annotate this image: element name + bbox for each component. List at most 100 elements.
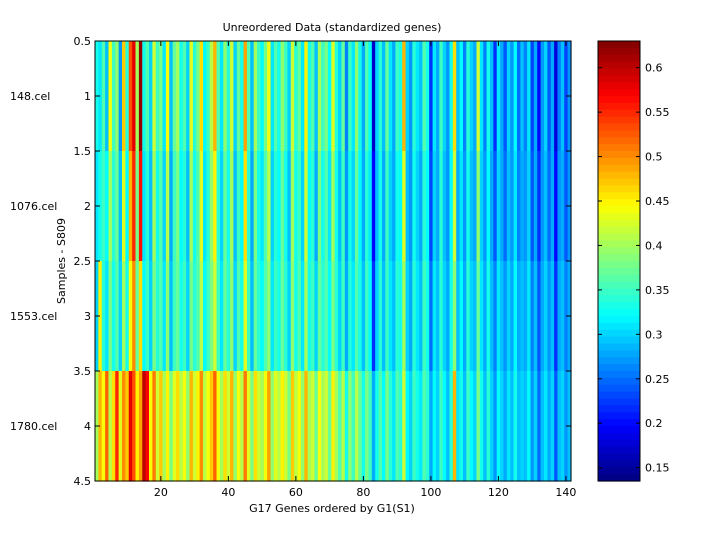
heatmap-cell [506, 371, 511, 482]
colorbar-segment [598, 474, 640, 482]
colorbar-segment [598, 350, 640, 358]
heatmap-cell [412, 261, 417, 372]
heatmap-cell [365, 41, 370, 152]
heatmap-cell [263, 41, 268, 152]
heatmap-cell [128, 261, 133, 372]
heatmap-cell [159, 371, 164, 482]
heatmap-cell [216, 41, 221, 152]
heatmap-cell [240, 151, 245, 262]
heatmap-cell [415, 371, 420, 482]
heatmap-cell [216, 261, 221, 372]
heatmap-cell [149, 371, 153, 482]
heatmap-cell [503, 41, 508, 152]
heatmap-cell [155, 371, 160, 482]
heatmap-cell [456, 371, 461, 482]
heatmap-cell [554, 371, 559, 482]
heatmap-cell [456, 151, 461, 262]
heatmap-cell [118, 151, 123, 262]
heatmap-cell [446, 261, 451, 372]
heatmap-cell [422, 151, 427, 262]
heatmap-cell [199, 261, 204, 372]
heatmap-cell [138, 371, 143, 482]
heatmap-cell [135, 261, 140, 372]
heatmap-cell [432, 41, 437, 152]
heatmap-cell [358, 41, 363, 152]
heatmap-cell [422, 41, 427, 152]
heatmap-cell [142, 261, 147, 372]
heatmap-cell [530, 261, 535, 372]
heatmap-cell [395, 261, 400, 372]
heatmap-cell [138, 41, 143, 152]
heatmap-cell [351, 261, 356, 372]
heatmap-cell [122, 261, 126, 372]
colorbar-segment [598, 267, 640, 276]
heatmap-cell [155, 151, 160, 262]
heatmap-cell [375, 41, 380, 152]
heatmap-cell [392, 151, 397, 262]
colorbar-tick-label: 0.45 [645, 195, 670, 208]
heatmap-cell [476, 41, 481, 152]
heatmap-cell [324, 151, 329, 262]
colorbar-segment [598, 316, 640, 324]
heatmap-cell [236, 261, 241, 372]
heatmap-cell [348, 151, 353, 262]
heatmap-cell [554, 261, 559, 372]
colorbar-segment [598, 467, 640, 475]
heatmap-cell [213, 41, 218, 152]
heatmap-cell [257, 371, 262, 482]
heatmap-cell [179, 261, 184, 372]
heatmap-cell [149, 41, 153, 152]
x-tick-label: 60 [289, 486, 303, 499]
heatmap-cell [513, 151, 518, 262]
heatmap-cell [432, 151, 437, 262]
heatmap-cell [246, 371, 251, 482]
heatmap-cell [243, 371, 248, 482]
heatmap-cell [429, 261, 434, 372]
colorbar-segment [598, 199, 640, 207]
heatmap-cell [550, 371, 555, 482]
heatmap-cell [273, 261, 278, 372]
colorbar-segment [598, 226, 640, 235]
heatmap-cell [284, 151, 289, 262]
chart-title: Unreordered Data (standardized genes) [223, 21, 442, 34]
heatmap-cell [473, 41, 478, 152]
heatmap-cell [287, 41, 292, 152]
heatmap-cell [429, 371, 434, 482]
y-tick-label: 1.5 [74, 145, 92, 158]
heatmap-cell [402, 261, 407, 372]
heatmap-cell [169, 151, 174, 262]
colorbar-segment [598, 240, 640, 248]
heatmap-cell [456, 261, 461, 372]
heatmap-cell [213, 371, 218, 482]
heatmap-cell [425, 261, 430, 372]
heatmap-cell [493, 261, 498, 372]
colorbar-segment [598, 426, 640, 434]
heatmap-cell [452, 371, 457, 482]
heatmap-cell [203, 371, 208, 482]
heatmap-cell [280, 371, 285, 482]
heatmap-cell [132, 371, 137, 482]
heatmap-cell [236, 41, 241, 152]
heatmap-cell [105, 151, 110, 262]
heatmap-cell [122, 41, 126, 152]
heatmap-cell [311, 41, 316, 152]
heatmap-cell [439, 371, 444, 482]
y-tick-label: 4 [84, 420, 91, 433]
heatmap-cell [435, 371, 440, 482]
heatmap-cell [149, 151, 153, 262]
heatmap-cell [405, 41, 410, 152]
heatmap-cell [243, 261, 248, 372]
heatmap-cell [402, 151, 407, 262]
heatmap-cell [392, 261, 397, 372]
colorbar-segment [598, 357, 640, 365]
heatmap-cell [442, 371, 447, 482]
heatmap-cell [371, 261, 376, 372]
heatmap-cell [209, 261, 214, 372]
colorbar-segment [598, 412, 640, 420]
heatmap-cell [209, 41, 214, 152]
heatmap-cell [557, 41, 562, 152]
colorbar-segment [598, 47, 640, 56]
heatmap-cell [385, 151, 390, 262]
y-tick-label: 3 [84, 310, 91, 323]
heatmap-cell [263, 371, 268, 482]
